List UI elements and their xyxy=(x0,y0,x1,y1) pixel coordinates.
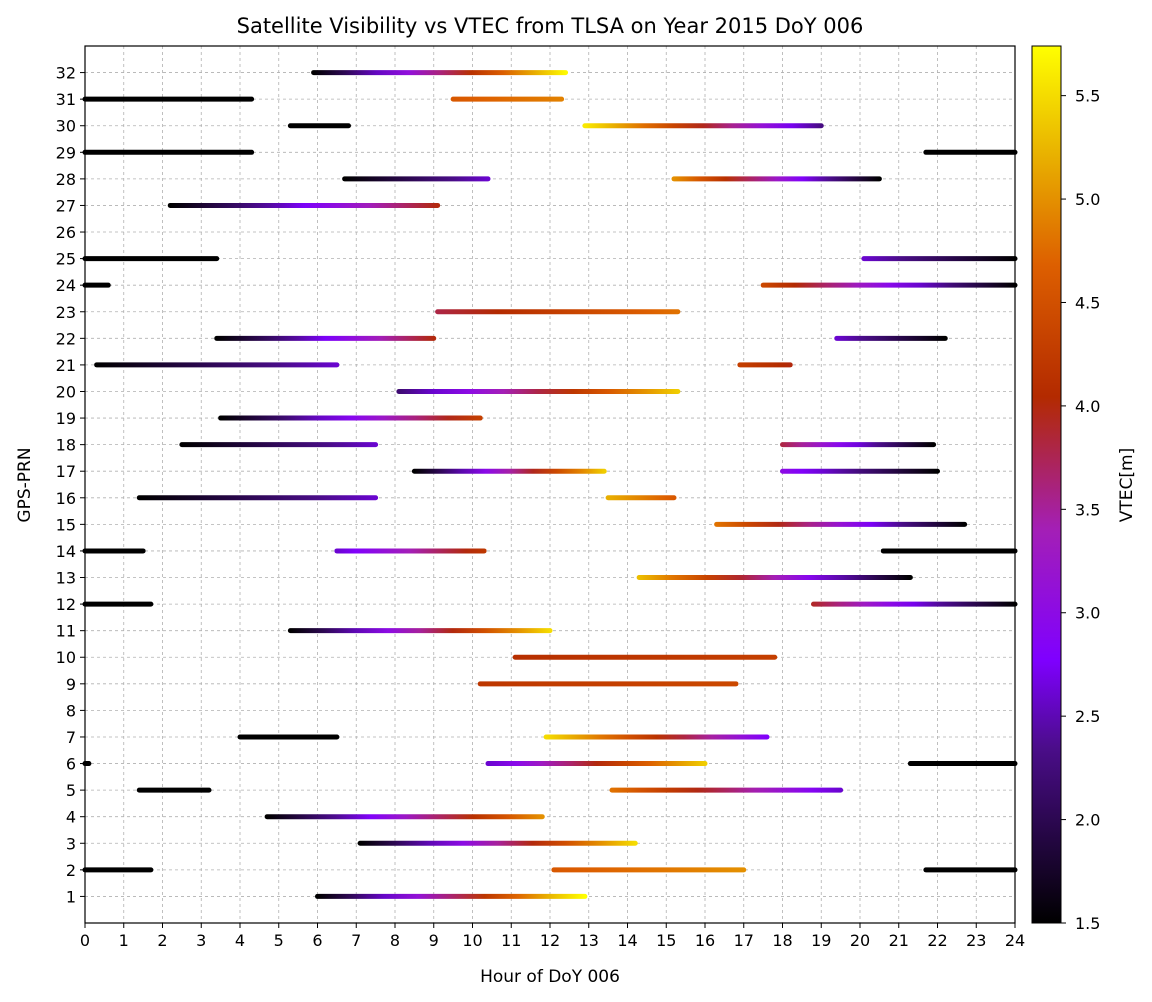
x-tick-label: 6 xyxy=(312,931,322,950)
x-tick-label: 21 xyxy=(889,931,909,950)
y-tick-label: 23 xyxy=(56,303,76,322)
y-tick-label: 27 xyxy=(56,196,76,215)
x-tick-label: 23 xyxy=(966,931,986,950)
x-axis-ticks: 0 1 2 3 4 5 6 7 8 9 10 11 12 13 14 15 16 17 18 19 20 21 22 23 24 xyxy=(80,923,1025,950)
x-tick-label: 24 xyxy=(1005,931,1025,950)
y-tick-label: 17 xyxy=(56,462,76,481)
y-tick-label: 1 xyxy=(66,887,76,906)
y-tick-label: 8 xyxy=(66,701,76,720)
x-tick-label: 18 xyxy=(772,931,792,950)
x-axis-label: Hour of DoY 006 xyxy=(480,967,620,987)
y-tick-label: 16 xyxy=(56,489,76,508)
x-tick-label: 13 xyxy=(579,931,599,950)
chart-title: Satellite Visibility vs VTEC from TLSA o… xyxy=(237,14,864,38)
x-tick-label: 8 xyxy=(390,931,400,950)
y-tick-label: 28 xyxy=(56,170,76,189)
x-tick-label: 3 xyxy=(196,931,206,950)
y-tick-label: 22 xyxy=(56,329,76,348)
y-tick-label: 29 xyxy=(56,143,76,162)
x-tick-label: 1 xyxy=(119,931,129,950)
y-tick-label: 19 xyxy=(56,409,76,428)
y-tick-label: 3 xyxy=(66,834,76,853)
x-tick-label: 7 xyxy=(351,931,361,950)
colorbar-tick-label: 4.0 xyxy=(1075,397,1100,416)
x-tick-label: 16 xyxy=(695,931,715,950)
y-tick-label: 21 xyxy=(56,356,76,375)
colorbar-ticks: 1.5 2.0 2.5 3.0 3.5 4.0 4.5 5.0 5.5 xyxy=(1061,87,1100,933)
y-tick-label: 20 xyxy=(56,382,76,401)
x-tick-label: 5 xyxy=(274,931,284,950)
y-tick-label: 9 xyxy=(66,675,76,694)
y-tick-label: 11 xyxy=(56,622,76,641)
y-tick-label: 7 xyxy=(66,728,76,747)
colorbar-label: VTEC[m] xyxy=(1117,448,1137,522)
y-tick-label: 12 xyxy=(56,595,76,614)
x-tick-label: 12 xyxy=(540,931,560,950)
y-tick-label: 15 xyxy=(56,515,76,534)
colorbar-tick-label: 5.0 xyxy=(1075,190,1100,209)
x-tick-label: 19 xyxy=(811,931,831,950)
x-tick-label: 2 xyxy=(157,931,167,950)
colorbar-tick-label: 1.5 xyxy=(1075,914,1100,933)
x-tick-label: 20 xyxy=(850,931,870,950)
y-tick-label: 5 xyxy=(66,781,76,800)
colorbar-tick-label: 5.5 xyxy=(1075,87,1100,106)
y-tick-label: 13 xyxy=(56,569,76,588)
x-tick-label: 10 xyxy=(462,931,482,950)
y-axis-label: GPS-PRN xyxy=(15,447,35,522)
visibility-segments xyxy=(82,70,1018,899)
y-tick-label: 25 xyxy=(56,250,76,269)
x-tick-label: 0 xyxy=(80,931,90,950)
x-tick-label: 11 xyxy=(501,931,521,950)
y-tick-label: 32 xyxy=(56,64,76,83)
x-tick-label: 15 xyxy=(656,931,676,950)
y-axis-ticks: 1234567891011121314151617181920212223242… xyxy=(56,64,85,906)
y-tick-label: 2 xyxy=(66,861,76,880)
colorbar-tick-label: 4.5 xyxy=(1075,293,1100,312)
colorbar xyxy=(1031,45,1062,924)
x-tick-label: 4 xyxy=(235,931,245,950)
y-tick-label: 14 xyxy=(56,542,76,561)
colorbar-tick-label: 2.5 xyxy=(1075,707,1100,726)
x-tick-label: 14 xyxy=(617,931,637,950)
y-tick-label: 10 xyxy=(56,648,76,667)
x-tick-label: 22 xyxy=(927,931,947,950)
y-tick-label: 4 xyxy=(66,808,76,827)
y-tick-label: 31 xyxy=(56,90,76,109)
y-tick-label: 18 xyxy=(56,436,76,455)
x-tick-label: 9 xyxy=(429,931,439,950)
colorbar-tick-label: 2.0 xyxy=(1075,811,1100,830)
y-tick-label: 26 xyxy=(56,223,76,242)
colorbar-tick-label: 3.5 xyxy=(1075,500,1100,519)
x-tick-label: 17 xyxy=(734,931,754,950)
y-tick-label: 6 xyxy=(66,755,76,774)
y-tick-label: 24 xyxy=(56,276,76,295)
colorbar-tick-label: 3.0 xyxy=(1075,604,1100,623)
y-tick-label: 30 xyxy=(56,117,76,136)
